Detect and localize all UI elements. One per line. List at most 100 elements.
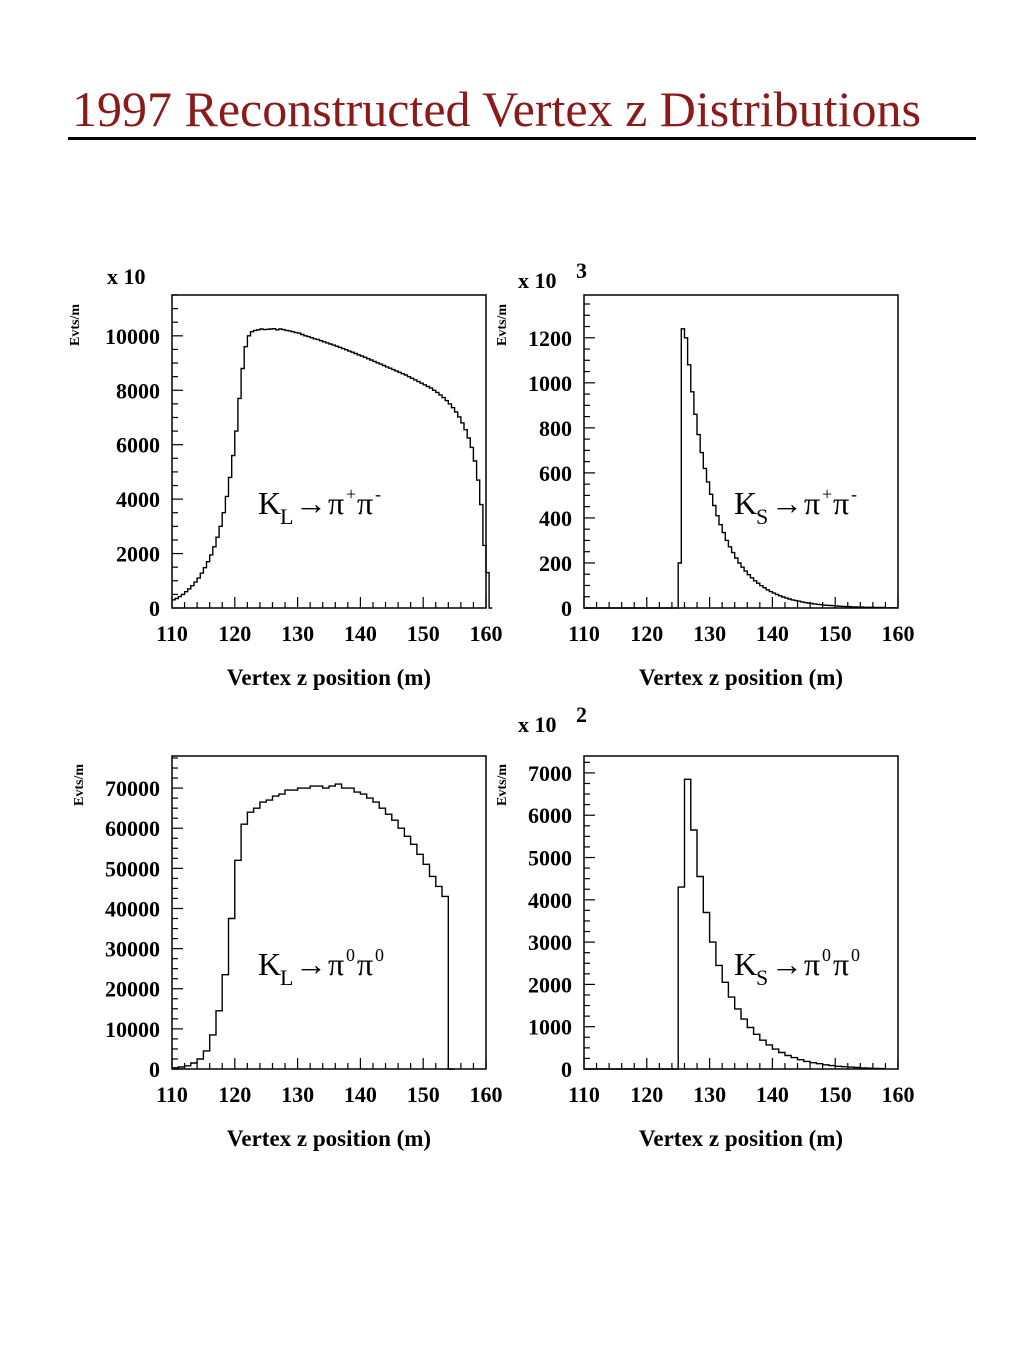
x-tick-label: 140 (344, 621, 377, 646)
x-axis-title: Vertex z position (m) (227, 665, 431, 690)
y-tick-label: 2000 (528, 972, 572, 997)
chart-panel-3: 110 120 130 140 150 160 0 10000 20000 30000 40000 5… (72, 755, 503, 1151)
process-label: KS → π + π - (734, 484, 857, 529)
y-tick-label: 1000 (528, 371, 572, 396)
x-tick-label: 130 (281, 1082, 314, 1107)
axis-multiplier: x 10 (107, 264, 146, 289)
x-tick-label: 110 (568, 621, 600, 646)
process-arrow: → (295, 946, 327, 982)
y-tick-label: 10000 (105, 1017, 160, 1042)
process-sub: S (756, 504, 768, 529)
process-sub: S (756, 965, 768, 990)
x-tick-label: 120 (218, 1082, 251, 1107)
x-tick-label: 120 (218, 621, 251, 646)
y-tick-label: 5000 (528, 846, 572, 871)
x-tick-label: 110 (568, 1082, 600, 1107)
process-arrow: → (295, 485, 327, 521)
histogram-series (172, 783, 455, 1070)
x-tick-label: 130 (281, 621, 314, 646)
y-tick-label: 70000 (105, 776, 160, 801)
x-tick-label: 110 (156, 1082, 188, 1107)
process-main: K (258, 946, 281, 982)
histogram-series (584, 328, 898, 609)
process-sub: L (280, 965, 293, 990)
y-axis-title: Evts/m (72, 764, 87, 806)
y-tick-label: 20000 (105, 977, 160, 1002)
process-p2: π (357, 946, 373, 982)
process-label: KL → π + π - (258, 484, 381, 529)
process-p1_sup: 0 (822, 945, 831, 965)
process-p2: π (833, 946, 849, 982)
y-tick-label: 400 (539, 506, 572, 531)
plot-frame (583, 755, 899, 1070)
x-tick-label: 160 (470, 621, 503, 646)
axis-multiplier: x 10 (518, 268, 557, 293)
process-p2_sup: 0 (375, 945, 384, 965)
process-arrow: → (771, 946, 803, 982)
process-main: K (258, 485, 281, 521)
y-tick-label: 30000 (105, 937, 160, 962)
process-p1: π (804, 946, 820, 982)
process-p2: π (357, 485, 373, 521)
y-tick-label: 800 (539, 416, 572, 441)
x-tick-label: 150 (407, 1082, 440, 1107)
histogram-series (172, 328, 493, 609)
x-axis-title: Vertex z position (m) (639, 665, 843, 690)
x-tick-label: 140 (756, 1082, 789, 1107)
page-title: 1997 Reconstructed Vertex z Distribution… (72, 81, 921, 137)
y-tick-label: 4000 (528, 888, 572, 913)
process-label: KL → π 0 π 0 (258, 945, 384, 990)
x-tick-label: 130 (693, 621, 726, 646)
y-tick-label: 0 (149, 1057, 160, 1082)
process-p2_sup: - (851, 484, 857, 504)
process-p1: π (328, 485, 344, 521)
chart-panel-1: 110 120 130 140 150 160 0 2000 4000 6000 8000 10000… (68, 264, 503, 690)
y-tick-label: 6000 (116, 433, 160, 458)
y-tick-label: 3000 (528, 930, 572, 955)
x-tick-label: 120 (630, 1082, 663, 1107)
x-tick-label: 140 (756, 621, 789, 646)
process-p1: π (804, 485, 820, 521)
y-tick-label: 4000 (116, 487, 160, 512)
x-axis-title: Vertex z position (m) (227, 1126, 431, 1151)
histogram-series (584, 778, 886, 1070)
process-p1_sup: 0 (346, 945, 355, 965)
y-axis-title: Evts/m (495, 764, 510, 806)
x-axis-title: Vertex z position (m) (639, 1126, 843, 1151)
x-tick-label: 150 (819, 621, 852, 646)
y-tick-label: 10000 (105, 324, 160, 349)
axis-multiplier-exponent: 3 (576, 258, 587, 283)
process-main: K (734, 946, 757, 982)
plot-frame (171, 294, 487, 609)
y-tick-label: 600 (539, 461, 572, 486)
y-tick-label: 6000 (528, 803, 572, 828)
y-axis-title: Evts/m (68, 304, 83, 346)
y-tick-label: 0 (561, 596, 572, 621)
x-tick-label: 110 (156, 621, 188, 646)
y-tick-label: 2000 (116, 542, 160, 567)
process-p1_sup: + (822, 484, 832, 504)
chart-panel-4: 110 120 130 140 150 160 0 1000 2000 3000 4000 5000 6… (495, 702, 915, 1151)
plot-frame (583, 294, 899, 609)
x-tick-label: 130 (693, 1082, 726, 1107)
y-tick-label: 1200 (528, 326, 572, 351)
x-tick-label: 140 (344, 1082, 377, 1107)
process-arrow: → (771, 485, 803, 521)
y-tick-label: 60000 (105, 816, 160, 841)
axis-multiplier: x 10 (518, 712, 557, 737)
process-label: KS → π 0 π 0 (734, 945, 860, 990)
y-tick-label: 0 (561, 1057, 572, 1082)
x-tick-label: 150 (819, 1082, 852, 1107)
process-p1: π (328, 946, 344, 982)
y-tick-label: 7000 (528, 761, 572, 786)
y-tick-label: 0 (149, 596, 160, 621)
plot-frame (171, 755, 487, 1070)
y-tick-label: 200 (539, 551, 572, 576)
process-main: K (734, 485, 757, 521)
axis-multiplier-exponent: 2 (576, 702, 587, 727)
chart-panel-2: 110 120 130 140 150 160 0 200 400 600 800 1000 1200 V… (495, 258, 915, 690)
x-tick-label: 160 (470, 1082, 503, 1107)
y-tick-label: 8000 (116, 378, 160, 403)
x-tick-label: 160 (882, 1082, 915, 1107)
